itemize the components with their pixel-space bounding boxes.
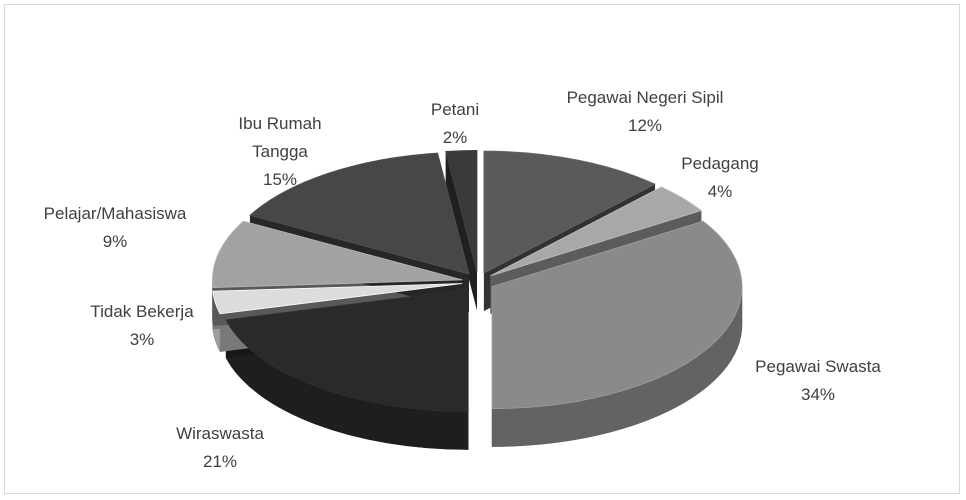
percent-label: 15% bbox=[262, 170, 298, 189]
data-label: Ibu Rumah Tangga 15% bbox=[225, 110, 335, 194]
category-name: Pelajar/Mahasiswa bbox=[43, 204, 187, 223]
slice bbox=[225, 289, 469, 412]
percent-label: 12% bbox=[627, 116, 663, 135]
slice-edge bbox=[445, 151, 477, 311]
percent-label: 4% bbox=[707, 182, 733, 201]
percent-label: 9% bbox=[102, 232, 128, 251]
data-label: Pedagang 4% bbox=[665, 150, 775, 206]
data-label: Pegawai Swasta 34% bbox=[738, 353, 898, 409]
chart-frame bbox=[4, 4, 960, 494]
slice bbox=[491, 220, 743, 410]
category-name: Pegawai Negeri Sipil bbox=[566, 88, 724, 107]
slice bbox=[249, 152, 470, 275]
category-name: Tidak Bekerja bbox=[90, 302, 194, 321]
percent-label: 34% bbox=[800, 385, 836, 404]
percent-label: 21% bbox=[202, 452, 238, 471]
slice bbox=[483, 150, 656, 274]
slice-tops bbox=[212, 150, 743, 412]
category-name: Ibu Rumah Tangga bbox=[238, 114, 322, 161]
slice bbox=[490, 186, 703, 277]
category-name: Wiraswasta bbox=[176, 424, 264, 443]
category-name: Pegawai Swasta bbox=[755, 357, 881, 376]
category-name: Petani bbox=[430, 100, 480, 119]
slice bbox=[212, 220, 463, 288]
data-label: Petani 2% bbox=[415, 96, 495, 152]
data-label: Pelajar/Mahasiswa 9% bbox=[34, 200, 196, 256]
category-name: Pedagang bbox=[681, 154, 759, 173]
data-label: Pegawai Negeri Sipil 12% bbox=[563, 84, 728, 140]
slice bbox=[212, 283, 463, 315]
data-label: Tidak Bekerja 3% bbox=[72, 298, 212, 354]
percent-label: 3% bbox=[129, 330, 155, 349]
data-label: Wiraswasta 21% bbox=[155, 420, 285, 476]
slice bbox=[445, 150, 478, 273]
percent-label: 2% bbox=[442, 128, 468, 147]
